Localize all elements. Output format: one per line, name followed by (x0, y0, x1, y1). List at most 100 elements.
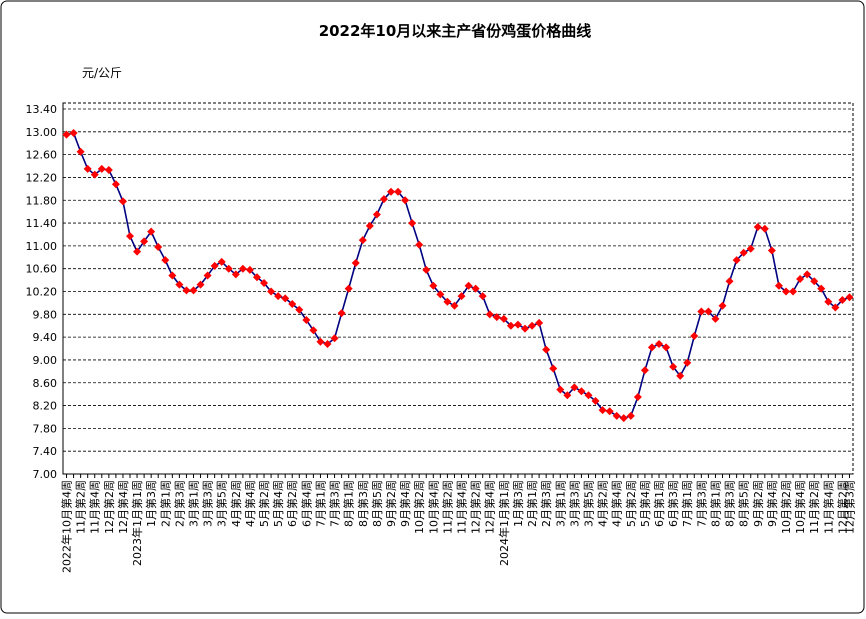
marker (506, 321, 515, 330)
marker (655, 339, 664, 348)
marker (224, 264, 233, 273)
x-tick-label: 3月第1周 (553, 480, 567, 527)
marker (485, 310, 494, 319)
y-tick-label: 9.00 (33, 354, 58, 367)
marker (584, 391, 593, 400)
marker (210, 261, 219, 270)
marker (513, 320, 522, 329)
marker (542, 345, 551, 354)
x-tick-label: 7月第3周 (328, 480, 342, 527)
x-tick-label: 8月第5周 (737, 480, 751, 527)
marker (337, 309, 346, 318)
marker (196, 280, 205, 289)
x-tick-label: 2024年1月第1周 (497, 480, 511, 566)
marker (831, 303, 840, 312)
x-tick-label: 3月第5周 (581, 480, 595, 527)
marker (605, 407, 614, 416)
y-tick-label: 9.80 (33, 308, 58, 321)
x-tick-label: 5月第2周 (624, 480, 638, 527)
marker (499, 314, 508, 323)
marker (810, 277, 819, 286)
x-tick-label: 1月第3周 (144, 480, 158, 527)
x-tick-label: 7月第1周 (680, 480, 694, 527)
marker (97, 164, 106, 173)
marker (203, 271, 212, 280)
marker (252, 273, 261, 282)
y-tick-label: 7.80 (33, 422, 58, 435)
marker (274, 292, 283, 301)
marker (358, 236, 367, 245)
marker (789, 287, 798, 296)
x-tick-label: 9月第4周 (765, 480, 779, 527)
marker (401, 196, 410, 205)
marker (154, 243, 163, 252)
marker (626, 411, 635, 420)
x-tick-label: 9月第2周 (384, 480, 398, 527)
marker (133, 247, 142, 256)
y-tick-label: 10.60 (26, 263, 58, 276)
x-tick-label: 9月第2周 (751, 480, 765, 527)
x-tick-label: 6月第3周 (666, 480, 680, 527)
marker (175, 280, 184, 289)
y-tick-label: 12.20 (26, 171, 58, 184)
marker (612, 411, 621, 420)
y-tick-label: 11.40 (26, 217, 58, 230)
marker (443, 297, 452, 306)
marker (168, 271, 177, 280)
marker (598, 406, 607, 415)
marker (633, 393, 642, 402)
marker (104, 166, 113, 175)
x-tick-label: 12月第2周 (102, 480, 116, 534)
x-tick-label: 12月第2周 (469, 480, 483, 534)
x-tick-label: 8月第3周 (356, 480, 370, 527)
marker (690, 331, 699, 340)
x-tick-label: 6月第1周 (652, 480, 666, 527)
line (66, 132, 850, 419)
marker (711, 314, 720, 323)
marker (422, 265, 431, 274)
marker (521, 324, 530, 333)
x-tick-label: 11月第2周 (74, 480, 88, 534)
chart-title: 2022年10月以来主产省份鸡蛋价格曲线 (319, 22, 592, 40)
marker (450, 301, 459, 310)
x-tick-label: 10月第4周 (426, 480, 440, 534)
x-tick-label: 2月第1周 (158, 480, 172, 527)
marker (295, 305, 304, 314)
x-tick-label: 12月第2周 (835, 480, 849, 534)
x-tick-label: 2月第3周 (172, 480, 186, 527)
x-tick-label: 12月第4周 (483, 480, 497, 534)
marker (83, 164, 92, 173)
x-tick-label: 10月第2周 (779, 480, 793, 534)
marker (386, 187, 395, 196)
marker (732, 256, 741, 265)
x-tick-label: 11月第4周 (455, 480, 469, 534)
marker (330, 334, 339, 343)
marker (725, 277, 734, 286)
marker (697, 307, 706, 316)
x-tick-label: 8月第5周 (370, 480, 384, 527)
marker (767, 246, 776, 255)
marker (267, 287, 276, 296)
marker (415, 240, 424, 249)
marker (478, 292, 487, 301)
marker (69, 128, 78, 137)
marker (796, 274, 805, 283)
x-tick-label: 10月第2周 (412, 480, 426, 534)
x-tick-label: 1月第3周 (511, 480, 525, 527)
x-tick-label: 3月第1周 (186, 480, 200, 527)
marker (563, 391, 572, 400)
x-tick-label: 7月第3周 (694, 480, 708, 527)
marker (640, 366, 649, 375)
x-tick-label: 2月第3周 (539, 480, 553, 527)
x-tick-label: 11月第2周 (807, 480, 821, 534)
marker (746, 244, 755, 253)
marker (570, 383, 579, 392)
y-tick-label: 8.20 (33, 400, 58, 413)
marker (781, 287, 790, 296)
x-tick-label: 4月第4周 (243, 480, 257, 527)
marker (492, 313, 501, 322)
marker (457, 292, 466, 301)
marker (323, 339, 332, 348)
marker (591, 397, 600, 405)
marker (147, 227, 156, 236)
